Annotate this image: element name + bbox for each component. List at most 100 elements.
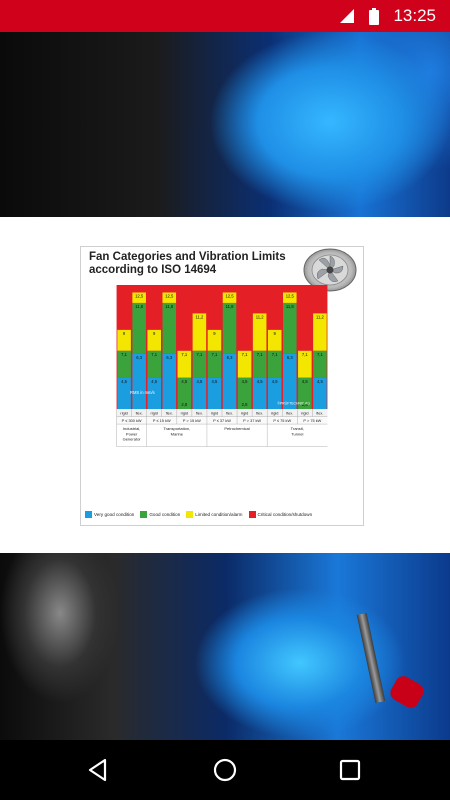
bar-good bbox=[117, 350, 131, 378]
bar-limited bbox=[298, 350, 312, 378]
mount-label: flex. bbox=[316, 410, 323, 415]
copyright-label: ©PRÜFTECHNIK AG bbox=[277, 402, 310, 406]
power-label: P ≤ 37 kW bbox=[213, 418, 231, 423]
status-time: 13:25 bbox=[393, 6, 436, 25]
mount-label: flex. bbox=[166, 410, 173, 415]
bar-good bbox=[252, 350, 267, 378]
good-value-label: 11,8 bbox=[165, 304, 173, 309]
lever-rod bbox=[356, 612, 386, 704]
limited-value-label: 12,5 bbox=[165, 294, 174, 299]
category-label: Industrial, bbox=[123, 426, 140, 431]
mount-label: flex. bbox=[226, 410, 233, 415]
bar-good bbox=[222, 302, 237, 354]
very-good-value-label: 6,3 bbox=[166, 355, 172, 360]
bar-good bbox=[282, 302, 297, 354]
category-row bbox=[116, 424, 328, 447]
mount-label: rigid bbox=[301, 410, 308, 415]
vibration-chart: 9 7,1 4,5 12,5 11,8 6,3 9 7,1 4,5 12,5 11,8 6,3 7,1 4… bbox=[116, 285, 328, 447]
iso-chart-card[interactable]: Fan Categories and Vibration Limits acco… bbox=[80, 246, 364, 526]
very-good-value-label: 4,5 bbox=[121, 379, 127, 384]
battery-icon bbox=[369, 7, 380, 25]
category-label: Power bbox=[126, 431, 138, 436]
bar-very-good bbox=[147, 377, 162, 410]
background-photo-top bbox=[0, 32, 450, 217]
mount-label: rigid bbox=[151, 410, 158, 415]
back-button[interactable] bbox=[82, 754, 114, 786]
bar-very-good bbox=[192, 377, 207, 410]
limited-value-label: 9 bbox=[123, 331, 126, 336]
good-value-label: 4,5 bbox=[242, 379, 248, 384]
limited-value-label: 11,2 bbox=[316, 315, 324, 320]
very-good-value-label: 4,5 bbox=[257, 379, 263, 384]
mount-label: rigid bbox=[120, 410, 127, 415]
bar-good bbox=[132, 302, 146, 354]
mount-label: rigid bbox=[181, 410, 188, 415]
very-good-value-label: 4,5 bbox=[317, 379, 323, 384]
unit-label: RMS in mm/s bbox=[130, 390, 155, 395]
legend-item: Very good condition bbox=[85, 510, 134, 518]
bar-very-good bbox=[252, 377, 267, 410]
bar-good bbox=[313, 350, 327, 378]
recents-icon bbox=[339, 759, 361, 781]
good-value-label: 7,1 bbox=[197, 352, 203, 357]
mount-label: flex. bbox=[136, 410, 143, 415]
good-value-label: 11,8 bbox=[286, 304, 294, 309]
bar-good bbox=[147, 350, 162, 378]
chart-legend: Very good condition Good condition Limited… bbox=[81, 507, 367, 521]
legend-label: Critical condition/shutdown bbox=[257, 511, 313, 517]
good-value-label: 7,1 bbox=[272, 352, 278, 357]
bar-limited bbox=[313, 313, 327, 351]
good-value-label: 11,8 bbox=[135, 304, 143, 309]
limited-value-label: 7,1 bbox=[302, 352, 308, 357]
very-good-value-label: 4,5 bbox=[151, 379, 157, 384]
chart-title: Fan Categories and Vibration Limits acco… bbox=[89, 251, 286, 276]
back-icon bbox=[88, 758, 107, 782]
power-label: P ≤ 15 kW bbox=[153, 418, 171, 423]
good-value-label: 7,1 bbox=[212, 352, 218, 357]
power-label: P > 15 kW bbox=[183, 418, 201, 423]
bar-good bbox=[162, 302, 177, 354]
power-label: P > 37 kW bbox=[243, 418, 261, 423]
legend-swatch bbox=[85, 510, 92, 518]
fan-icon bbox=[303, 248, 357, 292]
very-good-value-label: 6,3 bbox=[136, 355, 142, 360]
legend-swatch bbox=[186, 510, 194, 518]
status-bar: 13:25 bbox=[0, 0, 450, 32]
bar-limited bbox=[132, 292, 146, 303]
bar-very-good bbox=[222, 353, 237, 410]
bar-limited bbox=[252, 313, 267, 351]
bar-very-good bbox=[282, 353, 297, 410]
limited-value-label: 11,2 bbox=[196, 315, 204, 320]
limited-value-label: 9 bbox=[274, 331, 277, 336]
mount-label: rigid bbox=[211, 410, 218, 415]
bar-limited bbox=[117, 329, 131, 351]
recents-button[interactable] bbox=[334, 754, 366, 786]
legend-item: Critical condition/shutdown bbox=[248, 510, 313, 518]
category-label: Marine bbox=[171, 431, 184, 436]
bar-very-good bbox=[162, 353, 177, 410]
limited-value-label: 7,1 bbox=[242, 352, 248, 357]
category-label: Generator bbox=[123, 437, 142, 442]
very-good-value-label: 6,3 bbox=[287, 355, 293, 360]
legend-item: Good condition bbox=[140, 510, 180, 518]
home-button[interactable] bbox=[209, 754, 241, 786]
limited-value-label: 12,5 bbox=[225, 294, 234, 299]
bar-limited bbox=[162, 292, 177, 303]
legend-swatch bbox=[140, 510, 148, 518]
good-value-label: 7,1 bbox=[317, 352, 323, 357]
bar-good bbox=[207, 350, 222, 378]
limited-value-label: 9 bbox=[213, 331, 216, 336]
mount-label: flex. bbox=[256, 410, 263, 415]
good-value-label: 7,1 bbox=[257, 352, 263, 357]
very-good-value-label: 4,5 bbox=[212, 379, 218, 384]
good-value-label: 7,1 bbox=[121, 352, 127, 357]
power-row bbox=[116, 416, 328, 425]
bar-limited bbox=[282, 292, 297, 303]
category-label: Tunnel bbox=[291, 431, 303, 436]
bar-limited bbox=[177, 350, 192, 378]
power-label: P ≤ 300 kW bbox=[122, 418, 142, 423]
limited-value-label: 7,1 bbox=[181, 352, 187, 357]
limited-value-label: 12,5 bbox=[286, 294, 295, 299]
limited-value-label: 11,2 bbox=[256, 315, 264, 320]
home-icon bbox=[213, 758, 237, 782]
